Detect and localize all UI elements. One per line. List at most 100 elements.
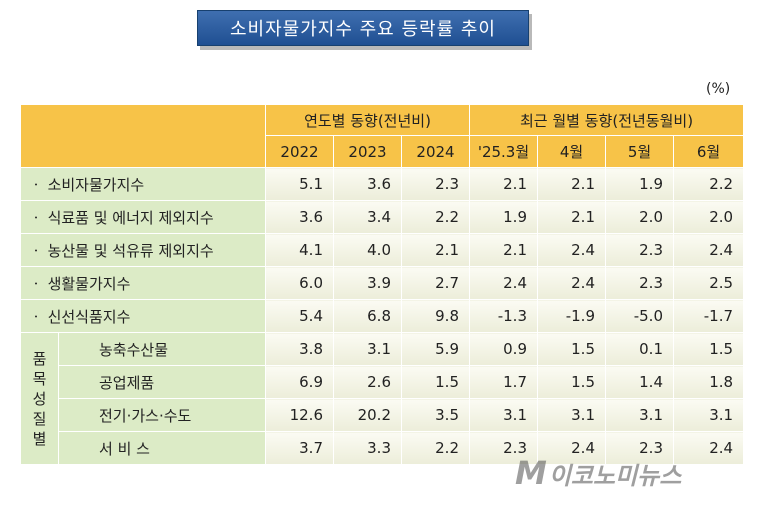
- page-title: 소비자물가지수 주요 등락률 추이: [197, 10, 529, 46]
- group-label: 품 목 성 질 별: [20, 332, 59, 465]
- table-cell: 2.5: [672, 266, 745, 300]
- table-cell: 2.4: [672, 233, 745, 267]
- table-cell: 1.9: [605, 167, 674, 201]
- table-cell: 1.9: [469, 200, 538, 234]
- table-cell: 2.7: [401, 266, 470, 300]
- table-cell: 3.1: [672, 398, 745, 432]
- table-cell: 5.1: [265, 167, 334, 201]
- table-cell: 1.7: [469, 365, 538, 399]
- table-cell: 3.8: [265, 332, 334, 366]
- table-cell: 0.1: [605, 332, 674, 366]
- table-cell: 2.3: [401, 167, 470, 201]
- table-cell: 3.6: [333, 167, 402, 201]
- watermark-letter: M: [515, 454, 547, 492]
- table-cell: 2.3: [605, 266, 674, 300]
- row-label: ㆍ 농산물 및 석유류 제외지수: [20, 233, 266, 267]
- table-cell: 3.4: [333, 200, 402, 234]
- table-cell: 2.3: [469, 431, 538, 465]
- table-cell: 3.3: [333, 431, 402, 465]
- table-cell: 1.5: [401, 365, 470, 399]
- row-label: ㆍ 소비자물가지수: [20, 167, 266, 201]
- column-header: 2022: [265, 135, 334, 168]
- table-cell: 1.4: [605, 365, 674, 399]
- table-cell: 2.0: [605, 200, 674, 234]
- column-header: 5월: [605, 135, 674, 168]
- table-cell: 2.2: [672, 167, 745, 201]
- row-label: ㆍ 생활물가지수: [20, 266, 266, 300]
- table-cell: 2.4: [537, 266, 606, 300]
- table-cell: 2.3: [605, 431, 674, 465]
- column-header: 6월: [672, 135, 745, 168]
- table-cell: 3.1: [537, 398, 606, 432]
- table-cell: 4.0: [333, 233, 402, 267]
- table-cell: 0.9: [469, 332, 538, 366]
- row-label: ㆍ 식료품 및 에너지 제외지수: [20, 200, 266, 234]
- table-cell: 3.1: [605, 398, 674, 432]
- column-header: 2024: [401, 135, 470, 168]
- watermark-logo: M 이코노미뉴스: [515, 454, 740, 492]
- row-label: 농축수산물: [58, 332, 266, 366]
- group-label-char: 질: [32, 409, 47, 428]
- table-cell: 2.1: [537, 167, 606, 201]
- table-cell: 2.2: [401, 431, 470, 465]
- table-cell: 3.7: [265, 431, 334, 465]
- table-cell: 12.6: [265, 398, 334, 432]
- table-cell: 2.1: [469, 167, 538, 201]
- table-cell: -1.7: [672, 299, 745, 333]
- table-cell: 6.9: [265, 365, 334, 399]
- price-index-table: 연도별 동향(전년비) 최근 월별 동향(전년동월비) 2022 2023 20…: [20, 104, 745, 465]
- table-cell: 20.2: [333, 398, 402, 432]
- group-label-char: 별: [32, 429, 47, 448]
- table-row: ㆍ 생활물가지수 6.0 3.9 2.7 2.4 2.4 2.3 2.5: [20, 266, 745, 300]
- table-cell: 2.6: [333, 365, 402, 399]
- table-cell: 2.3: [605, 233, 674, 267]
- row-label: 공업제품: [58, 365, 266, 399]
- row-label: 서 비 스: [58, 431, 266, 465]
- table-cell: 9.8: [401, 299, 470, 333]
- table-row: 서 비 스 3.7 3.3 2.2 2.3 2.4 2.3 2.4: [21, 431, 745, 465]
- table-row: ㆍ 소비자물가지수 5.1 3.6 2.3 2.1 2.1 1.9 2.2: [20, 167, 745, 201]
- group-label-char: 품: [32, 349, 47, 368]
- row-label: ㆍ 신선식품지수: [20, 299, 266, 333]
- table-cell: 6.8: [333, 299, 402, 333]
- header-monthly-group: 최근 월별 동향(전년동월비): [468, 104, 745, 136]
- unit-label: (%): [706, 81, 731, 97]
- table-cell: 2.4: [672, 431, 745, 465]
- table-cell: 2.4: [537, 233, 606, 267]
- table-row: ㆍ 농산물 및 석유류 제외지수 4.1 4.0 2.1 2.1 2.4 2.3…: [20, 233, 745, 267]
- column-header: 2023: [333, 135, 402, 168]
- table-cell: 3.1: [469, 398, 538, 432]
- table-cell: 3.6: [265, 200, 334, 234]
- table-cell: 2.4: [537, 431, 606, 465]
- table-cell: 2.4: [469, 266, 538, 300]
- table-cell: -1.9: [537, 299, 606, 333]
- table-cell: -1.3: [469, 299, 538, 333]
- table-cell: 3.9: [333, 266, 402, 300]
- table-row: ㆍ 신선식품지수 5.4 6.8 9.8 -1.3 -1.9 -5.0 -1.7: [20, 299, 745, 333]
- table-cell: -5.0: [605, 299, 674, 333]
- table-cell: 2.1: [401, 233, 470, 267]
- table-cell: 4.1: [265, 233, 334, 267]
- table-cell: 5.9: [401, 332, 470, 366]
- table-cell: 3.1: [333, 332, 402, 366]
- watermark-text: 이코노미뉴스: [548, 461, 682, 490]
- table-row: 품 목 성 질 별 농축수산물 3.8 3.1 5.9 0.9 1.5 0.1 …: [20, 332, 745, 465]
- table-cell: 1.5: [672, 332, 745, 366]
- table-cell: 2.0: [672, 200, 745, 234]
- table-cell: 3.5: [401, 398, 470, 432]
- table-cell: 2.1: [537, 200, 606, 234]
- group-label-char: 성: [32, 389, 47, 408]
- header-annual-group: 연도별 동향(전년비): [265, 104, 470, 136]
- table-row: ㆍ 식료품 및 에너지 제외지수 3.6 3.4 2.2 1.9 2.1 2.0…: [20, 200, 745, 234]
- table-cell: 5.4: [265, 299, 334, 333]
- table-cell: 2.1: [469, 233, 538, 267]
- table-cell: 1.5: [537, 365, 606, 399]
- column-header: '25.3월: [469, 135, 538, 168]
- row-label: 전기·가스·수도: [58, 398, 266, 432]
- table-cell: 6.0: [265, 266, 334, 300]
- table-cell: 1.8: [672, 365, 745, 399]
- column-header: 4월: [537, 135, 606, 168]
- table-cell: 2.2: [401, 200, 470, 234]
- group-label-char: 목: [32, 369, 47, 388]
- table-cell: 1.5: [537, 332, 606, 366]
